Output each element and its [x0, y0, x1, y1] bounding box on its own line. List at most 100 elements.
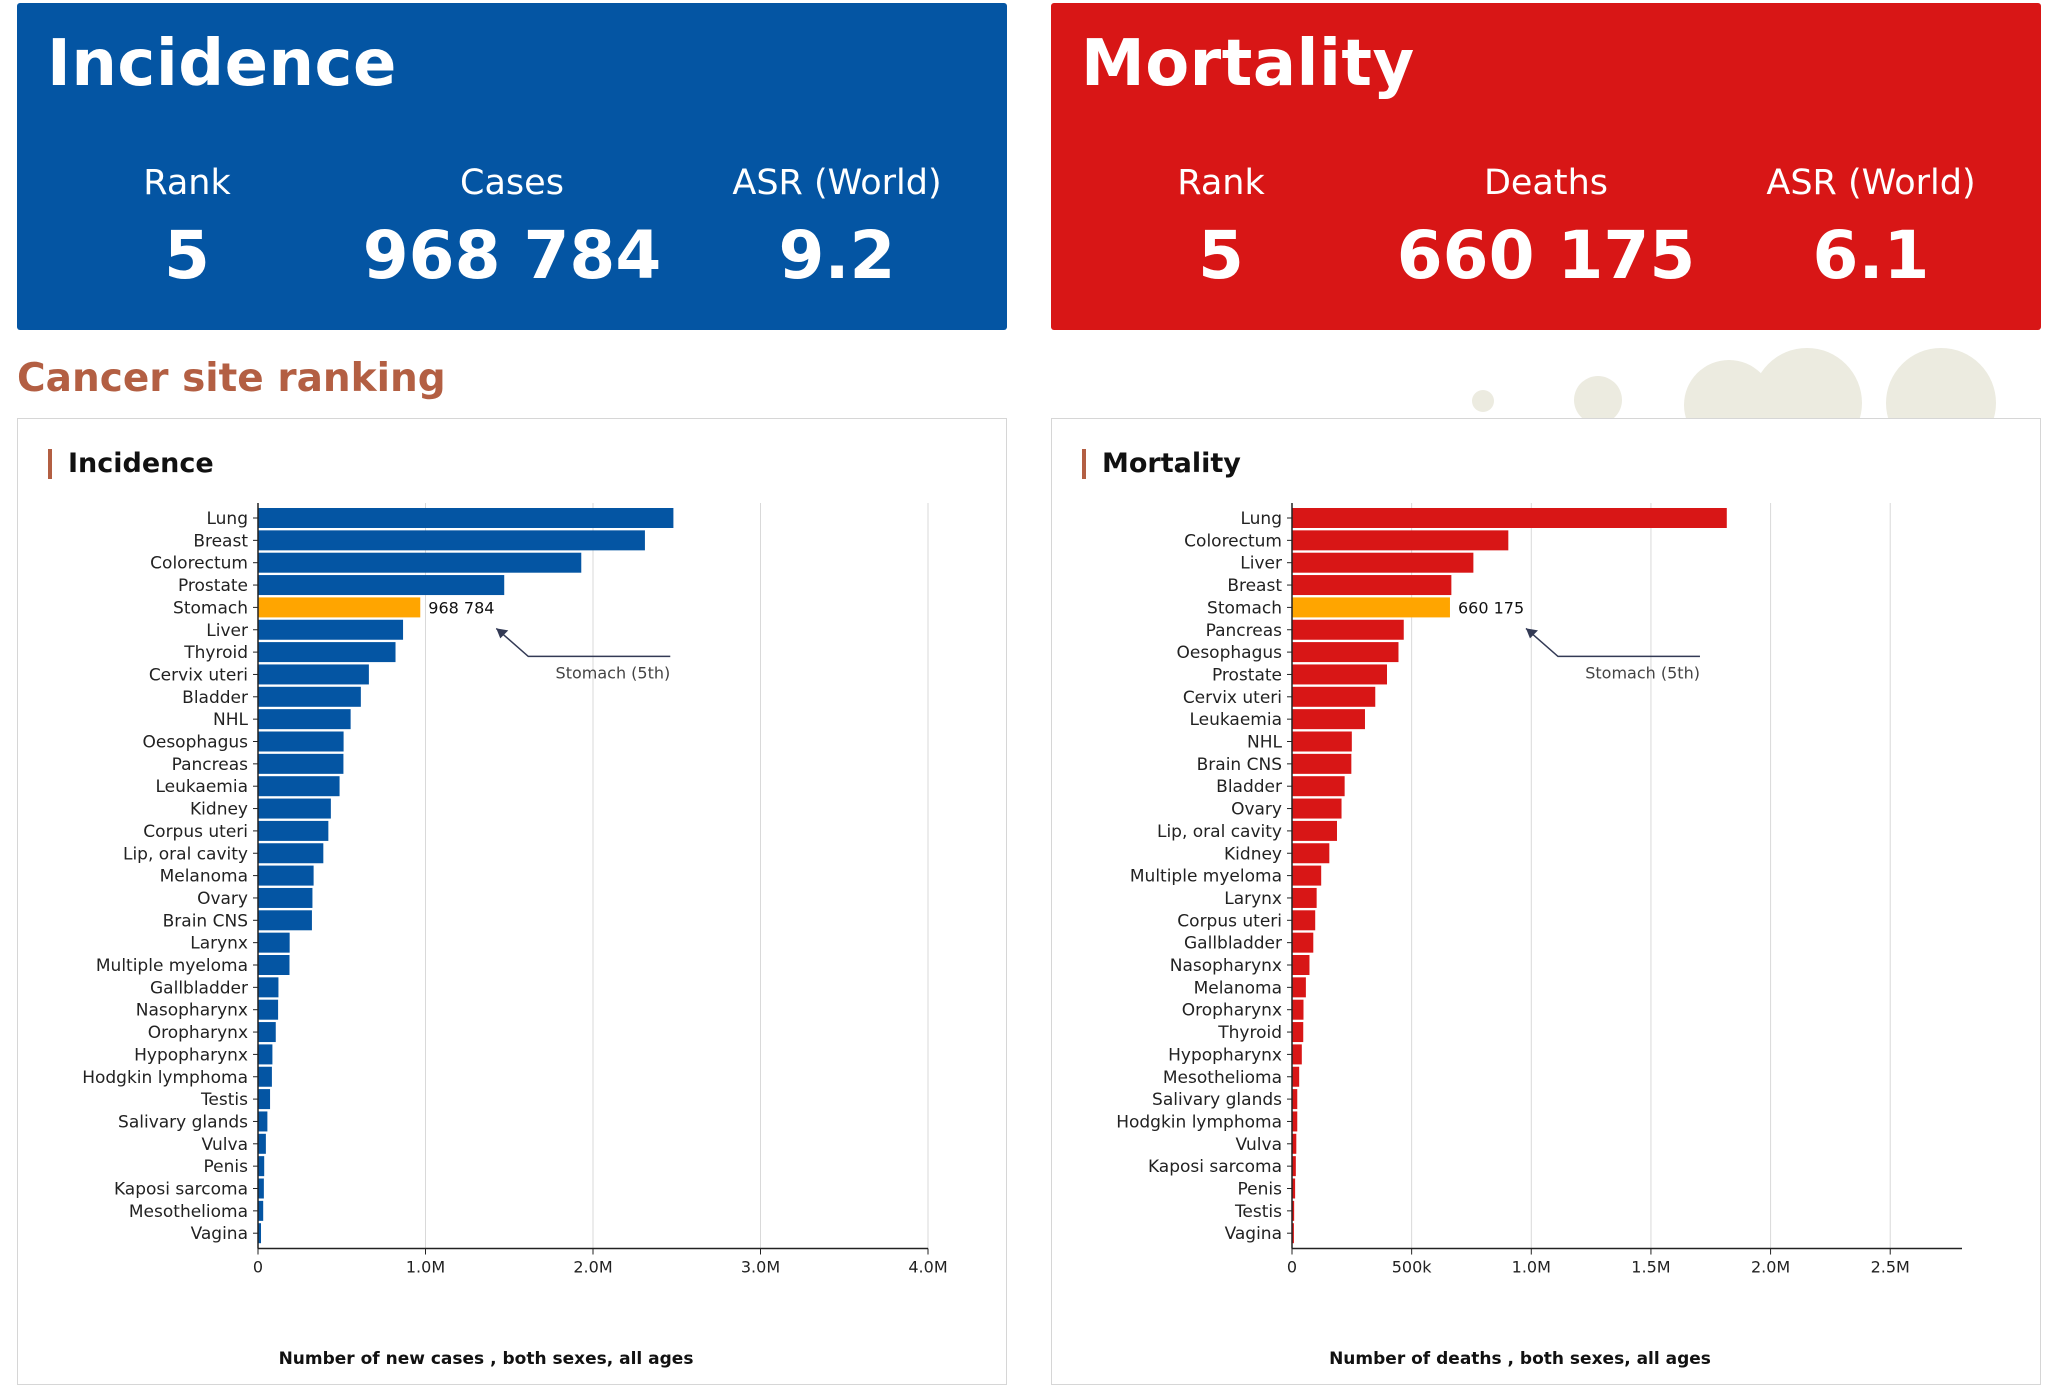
incidence-category-label: Vagina	[191, 1224, 248, 1244]
incidence-category-label: Prostate	[178, 576, 248, 596]
incidence-rank-label: Rank	[143, 163, 231, 203]
incidence-bar	[258, 664, 369, 685]
incidence-category-label: Stomach	[173, 598, 248, 618]
mortality-category-label: Mesothelioma	[1163, 1068, 1282, 1088]
mortality-bar	[1292, 731, 1352, 752]
mortality-rank-stat: Rank 5	[1071, 163, 1371, 294]
mortality-category-label: Stomach	[1207, 598, 1282, 618]
incidence-bar	[258, 597, 421, 618]
incidence-card-title: Incidence	[47, 27, 397, 101]
mortality-bar	[1292, 552, 1474, 573]
incidence-category-label: NHL	[213, 710, 249, 730]
mortality-bar	[1292, 1089, 1298, 1110]
incidence-bar	[258, 977, 279, 998]
incidence-bar	[258, 753, 344, 774]
mortality-bar	[1292, 1223, 1294, 1244]
mortality-category-label: Vagina	[1225, 1224, 1282, 1244]
mortality-bar	[1292, 1111, 1298, 1132]
incidence-category-label: Larynx	[190, 934, 248, 954]
mortality-bar	[1292, 999, 1304, 1020]
incidence-category-label: Colorectum	[150, 554, 248, 574]
mortality-bar	[1292, 1178, 1296, 1199]
mortality-bar	[1292, 887, 1317, 908]
incidence-category-label: Penis	[204, 1157, 249, 1177]
incidence-category-label: Salivary glands	[118, 1112, 248, 1132]
incidence-category-label: Oesophagus	[142, 733, 248, 753]
incidence-category-label: Multiple myeloma	[96, 956, 248, 976]
incidence-category-label: Kaposi sarcoma	[114, 1180, 248, 1200]
incidence-rank-value: 5	[164, 217, 210, 294]
incidence-category-label: Thyroid	[183, 643, 248, 663]
mortality-bar	[1292, 977, 1306, 998]
mortality-bar	[1292, 709, 1365, 730]
mortality-asr-value: 6.1	[1812, 217, 1930, 294]
incidence-category-label: Gallbladder	[150, 978, 248, 998]
incidence-category-label: Lip, oral cavity	[123, 844, 248, 864]
mortality-bar	[1292, 1066, 1300, 1087]
mortality-category-label: Melanoma	[1194, 978, 1282, 998]
incidence-bar	[258, 1178, 264, 1199]
mortality-category-label: Larynx	[1224, 889, 1282, 909]
mortality-summary-card: Mortality Rank 5 Deaths 660 175 ASR (Wor…	[1051, 3, 2041, 330]
mortality-category-label: Hypopharynx	[1168, 1045, 1282, 1065]
incidence-bar	[258, 955, 290, 975]
incidence-asr-label: ASR (World)	[732, 163, 942, 203]
incidence-bar	[258, 686, 361, 707]
incidence-cases-stat: Cases 968 784	[362, 163, 662, 294]
incidence-xtick-label: 3.0M	[741, 1258, 780, 1277]
incidence-category-label: Nasopharynx	[136, 1001, 248, 1021]
mortality-category-label: Vulva	[1236, 1135, 1282, 1155]
incidence-category-label: Ovary	[197, 889, 248, 909]
incidence-annotation-label: Stomach (5th)	[556, 663, 671, 682]
mortality-asr-label: ASR (World)	[1766, 163, 1976, 203]
mortality-bar	[1292, 776, 1345, 797]
mortality-bar	[1292, 932, 1314, 953]
mortality-bar	[1292, 820, 1337, 841]
incidence-cases-value: 968 784	[362, 217, 662, 294]
mortality-category-label: Penis	[1238, 1180, 1283, 1200]
mortality-deaths-value: 660 175	[1396, 217, 1696, 294]
mortality-category-label: Lip, oral cavity	[1157, 822, 1282, 842]
incidence-bar	[258, 1200, 264, 1221]
mortality-bar	[1292, 1133, 1297, 1154]
mortality-annotation-arrow	[1525, 627, 1700, 658]
incidence-bar	[258, 932, 290, 953]
incidence-category-label: Corpus uteri	[143, 822, 248, 842]
mortality-xtick-label: 500k	[1392, 1258, 1433, 1277]
incidence-bar	[258, 1044, 273, 1065]
incidence-category-label: Lung	[206, 509, 248, 529]
incidence-bar	[258, 798, 331, 819]
incidence-category-label: Leukaemia	[155, 777, 248, 797]
incidence-bar	[258, 1133, 266, 1154]
mortality-rank-label: Rank	[1177, 163, 1265, 203]
incidence-bar	[258, 530, 645, 551]
incidence-ranking-panel: Incidence Lung Breast Colorectum Prostate St…	[17, 418, 1007, 1385]
incidence-category-label: Bladder	[182, 688, 248, 708]
mortality-bar	[1292, 1200, 1295, 1221]
incidence-bar	[258, 1089, 271, 1110]
incidence-bar	[258, 619, 404, 640]
incidence-xtick-label: 0	[253, 1258, 263, 1277]
mortality-category-label: Colorectum	[1184, 531, 1282, 551]
incidence-rank-stat: Rank 5	[37, 163, 337, 294]
mortality-category-label: Kaposi sarcoma	[1148, 1157, 1282, 1177]
incidence-summary-card: Incidence Rank 5 Cases 968 784 ASR (Worl…	[17, 3, 1007, 330]
mortality-xtick-label: 0	[1287, 1258, 1297, 1277]
incidence-cases-label: Cases	[460, 163, 564, 203]
incidence-category-label: Brain CNS	[163, 911, 248, 931]
incidence-bar	[258, 552, 582, 573]
incidence-arrow-head	[496, 628, 509, 639]
incidence-category-label: Hodgkin lymphoma	[82, 1068, 248, 1088]
mortality-category-label: Prostate	[1212, 665, 1282, 685]
incidence-bar	[258, 843, 324, 864]
mortality-bar	[1292, 955, 1310, 975]
mortality-category-label: Lung	[1240, 509, 1282, 529]
mortality-xtick-label: 2.0M	[1751, 1258, 1790, 1277]
mortality-bar	[1292, 910, 1316, 931]
mortality-ranking-panel: Mortality Lung Colorectum Liver Breast Stoma…	[1051, 418, 2041, 1385]
mortality-bar	[1292, 843, 1330, 864]
incidence-category-label: Cervix uteri	[149, 665, 248, 685]
incidence-asr-stat: ASR (World) 9.2	[687, 163, 987, 294]
